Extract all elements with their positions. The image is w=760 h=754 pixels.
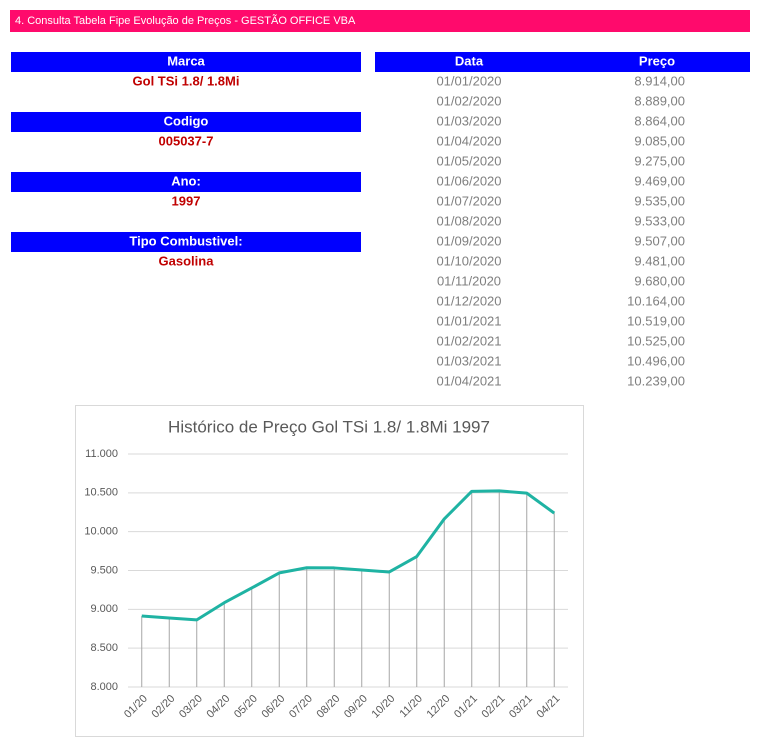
- field-value: 1997: [172, 193, 201, 208]
- column-header: Preço: [639, 53, 675, 68]
- price-cell: 9.481,00: [634, 253, 685, 268]
- field-label-bar: [11, 232, 361, 252]
- date-cell: 01/05/2020: [436, 153, 501, 168]
- header-bar: [10, 10, 750, 32]
- date-cell: 01/03/2021: [436, 353, 501, 368]
- date-cell: 01/04/2020: [436, 133, 501, 148]
- price-cell: 9.680,00: [634, 273, 685, 288]
- date-cell: 01/01/2021: [436, 313, 501, 328]
- field-value: 005037-7: [159, 133, 214, 148]
- y-tick-label: 11.000: [85, 448, 118, 460]
- field-label: Ano:: [171, 173, 201, 188]
- column-header: Data: [455, 53, 484, 68]
- field-label: Tipo Combustivel:: [129, 233, 242, 248]
- date-cell: 01/12/2020: [436, 293, 501, 308]
- field-label-bar: [11, 52, 361, 72]
- price-cell: 9.533,00: [634, 213, 685, 228]
- price-cell: 9.507,00: [634, 233, 685, 248]
- y-tick-label: 9.500: [90, 564, 118, 576]
- date-cell: 01/06/2020: [436, 173, 501, 188]
- date-cell: 01/04/2021: [436, 373, 501, 388]
- price-cell: 8.864,00: [634, 113, 685, 128]
- price-cell: 10.519,00: [627, 313, 685, 328]
- field-label: Codigo: [164, 113, 209, 128]
- date-cell: 01/01/2020: [436, 73, 501, 88]
- price-cell: 9.535,00: [634, 193, 685, 208]
- field-label-bar: [11, 172, 361, 192]
- price-cell: 10.525,00: [627, 333, 685, 348]
- y-tick-label: 8.500: [90, 642, 118, 654]
- field-label-bar: [11, 112, 361, 132]
- y-tick-label: 8.000: [90, 681, 118, 693]
- price-cell: 9.085,00: [634, 133, 685, 148]
- header-title: 4. Consulta Tabela Fipe Evolução de Preç…: [15, 14, 356, 27]
- price-cell: 8.914,00: [634, 73, 685, 88]
- date-cell: 01/02/2020: [436, 93, 501, 108]
- date-cell: 01/03/2020: [436, 113, 501, 128]
- price-cell: 10.239,00: [627, 373, 685, 388]
- field-label: Marca: [167, 53, 205, 68]
- date-cell: 01/11/2020: [437, 273, 501, 288]
- price-cell: 9.469,00: [634, 173, 685, 188]
- date-cell: 01/09/2020: [436, 233, 501, 248]
- y-tick-label: 10.000: [84, 526, 118, 538]
- y-tick-label: 9.000: [90, 603, 118, 615]
- price-cell: 8.889,00: [634, 93, 685, 108]
- date-cell: 01/02/2021: [436, 333, 501, 348]
- field-value: Gol TSi 1.8/ 1.8Mi: [133, 73, 240, 88]
- date-cell: 01/07/2020: [436, 193, 501, 208]
- price-cell: 9.275,00: [634, 153, 685, 168]
- y-tick-label: 10.500: [84, 487, 118, 499]
- table-header-bar: [375, 52, 750, 72]
- price-cell: 10.164,00: [627, 293, 685, 308]
- price-line: [141, 489, 556, 622]
- price-cell: 10.496,00: [627, 353, 685, 368]
- field-value: Gasolina: [159, 253, 215, 268]
- date-cell: 01/08/2020: [436, 213, 501, 228]
- date-cell: 01/10/2020: [436, 253, 501, 268]
- chart-title: Histórico de Preço Gol TSi 1.8/ 1.8Mi 19…: [168, 417, 490, 436]
